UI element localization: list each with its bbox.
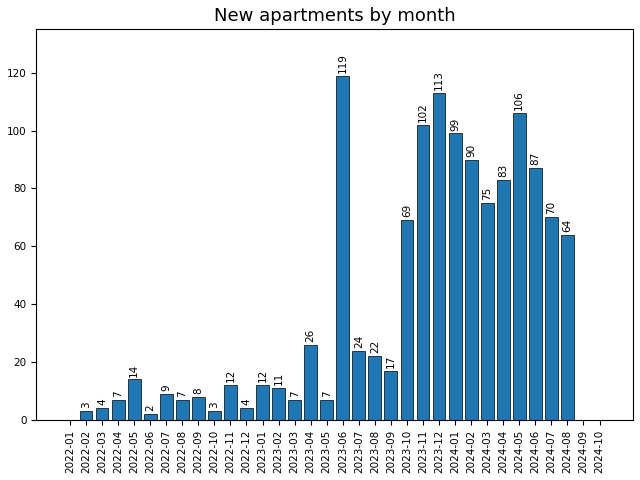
- Text: 75: 75: [482, 187, 492, 200]
- Text: 119: 119: [338, 53, 348, 72]
- Text: 12: 12: [257, 369, 268, 383]
- Bar: [320, 400, 333, 420]
- Bar: [561, 235, 574, 420]
- Bar: [337, 75, 349, 420]
- Bar: [529, 168, 541, 420]
- Text: 70: 70: [547, 202, 556, 215]
- Bar: [433, 93, 445, 420]
- Text: 8: 8: [193, 387, 204, 394]
- Text: 7: 7: [322, 390, 332, 397]
- Bar: [385, 371, 397, 420]
- Bar: [545, 217, 558, 420]
- Text: 3: 3: [81, 402, 91, 408]
- Text: 83: 83: [498, 164, 508, 177]
- Text: 11: 11: [273, 372, 284, 385]
- Text: 24: 24: [354, 335, 364, 348]
- Bar: [160, 394, 173, 420]
- Bar: [240, 408, 253, 420]
- Text: 12: 12: [225, 369, 236, 383]
- Bar: [369, 356, 381, 420]
- Text: 2: 2: [145, 405, 155, 411]
- Bar: [304, 345, 317, 420]
- Bar: [95, 408, 108, 420]
- Bar: [224, 385, 237, 420]
- Bar: [128, 380, 141, 420]
- Text: 87: 87: [531, 152, 540, 165]
- Text: 113: 113: [434, 70, 444, 90]
- Text: 4: 4: [97, 399, 107, 406]
- Bar: [208, 411, 221, 420]
- Bar: [417, 125, 429, 420]
- Text: 4: 4: [241, 399, 252, 406]
- Bar: [288, 400, 301, 420]
- Text: 26: 26: [306, 329, 316, 342]
- Bar: [497, 180, 509, 420]
- Bar: [513, 113, 525, 420]
- Text: 7: 7: [290, 390, 300, 397]
- Bar: [192, 397, 205, 420]
- Bar: [481, 203, 493, 420]
- Text: 7: 7: [113, 390, 123, 397]
- Text: 64: 64: [563, 218, 572, 232]
- Bar: [465, 159, 477, 420]
- Text: 106: 106: [515, 91, 524, 110]
- Text: 99: 99: [450, 117, 460, 131]
- Bar: [176, 400, 189, 420]
- Bar: [111, 400, 125, 420]
- Bar: [256, 385, 269, 420]
- Bar: [353, 350, 365, 420]
- Text: 3: 3: [209, 402, 220, 408]
- Text: 17: 17: [386, 355, 396, 368]
- Text: 22: 22: [370, 340, 380, 353]
- Bar: [144, 414, 157, 420]
- Text: 14: 14: [129, 363, 139, 376]
- Text: 90: 90: [466, 144, 476, 156]
- Text: 69: 69: [402, 204, 412, 217]
- Bar: [79, 411, 92, 420]
- Text: 102: 102: [418, 102, 428, 122]
- Bar: [401, 220, 413, 420]
- Bar: [272, 388, 285, 420]
- Text: 7: 7: [177, 390, 188, 397]
- Text: 9: 9: [161, 384, 172, 391]
- Bar: [449, 133, 461, 420]
- Title: New apartments by month: New apartments by month: [214, 7, 456, 25]
